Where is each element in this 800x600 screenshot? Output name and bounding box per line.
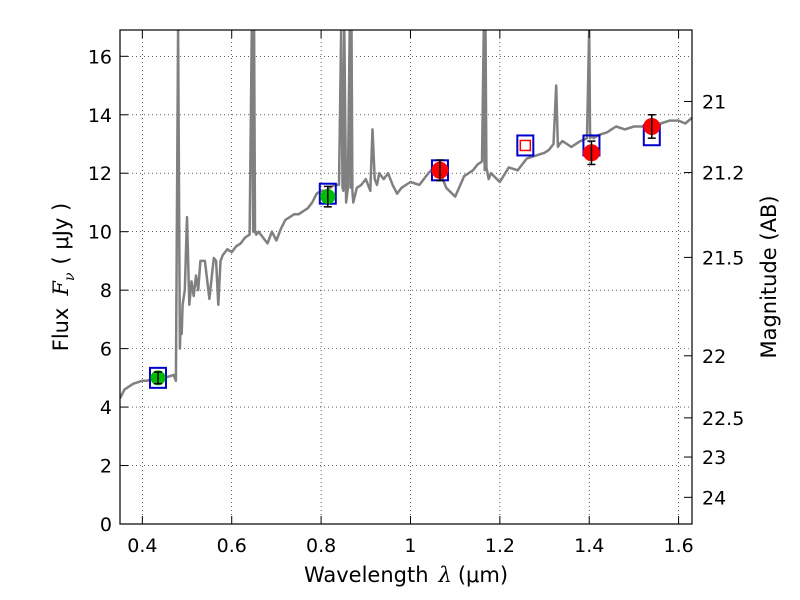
x-axis-label: Wavelength λ (μm): [304, 563, 508, 587]
y-tick-label: 14: [88, 105, 112, 127]
x-tick-label: 1: [404, 535, 416, 557]
y-tick-label: 8: [100, 280, 112, 302]
x-tick-label: 1.2: [485, 535, 515, 557]
y-tick-label: 0: [100, 514, 112, 536]
plot-background: [120, 30, 692, 524]
plot-frame: [119, 29, 693, 525]
y-axis-label-symbol: F: [49, 280, 73, 297]
x-tick-label: 1.4: [574, 535, 604, 557]
magnitude-tick-label: 22.5: [702, 408, 744, 430]
y-axis-label: Flux Fν ( μJy ): [49, 203, 78, 351]
magnitude-tick-label: 24: [702, 487, 726, 509]
right-axis-label: Magnitude (AB): [757, 195, 781, 358]
y-tick-label: 16: [88, 46, 112, 68]
y-tick-label: 2: [100, 456, 112, 478]
x-axis-ticks: 0.4 0.6 0.8 1 1.2 1.4 1.6: [127, 30, 694, 557]
spectrum-line: [120, 30, 692, 399]
x-axis-label-symbol: λ: [438, 563, 452, 587]
y-tick-label: 6: [100, 339, 112, 361]
x-tick-label: 0.8: [306, 535, 336, 557]
magnitude-axis-ticks: 21 21.2 21.5 22 22.5 23 24: [684, 91, 744, 509]
model-point-square: [519, 139, 532, 152]
y-axis-ticks: 0 2 4 6 8 10 12 14 16: [88, 46, 128, 536]
y-axis-label-prefix: Flux: [49, 308, 73, 352]
plot-content: [120, 30, 692, 399]
magnitude-tick-label: 21.5: [702, 247, 744, 269]
y-tick-label: 12: [88, 163, 112, 185]
y-axis-label-unit: ( μJy ): [49, 203, 73, 265]
y-tick-label: 10: [88, 222, 112, 244]
y-tick-label: 4: [100, 397, 112, 419]
magnitude-tick-label: 22: [702, 346, 726, 368]
x-tick-label: 0.6: [217, 535, 247, 557]
y-axis-label-subscript: ν: [62, 272, 78, 281]
magnitude-tick-label: 21.2: [702, 163, 744, 185]
x-tick-label: 0.4: [127, 535, 157, 557]
x-tick-label: 1.6: [663, 535, 693, 557]
data-points: [150, 114, 661, 386]
photometry-box: [516, 134, 535, 157]
x-axis-label-prefix: Wavelength: [304, 563, 429, 587]
photometry-box: [148, 366, 167, 389]
magnitude-tick-label: 23: [702, 447, 726, 469]
x-axis-label-unit: (μm): [458, 563, 508, 587]
magnitude-tick-label: 21: [702, 91, 726, 113]
